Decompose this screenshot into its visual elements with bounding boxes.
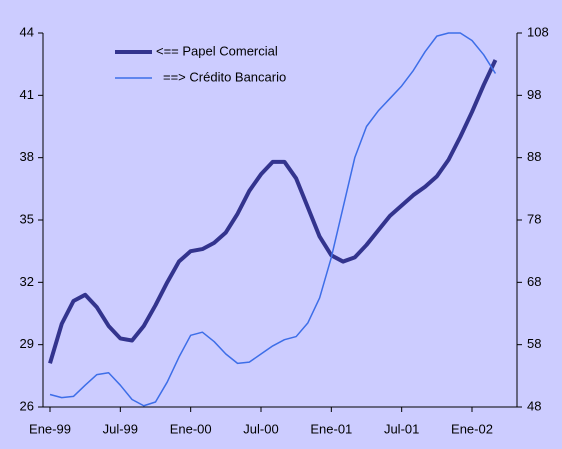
y2-tick-label: 108 <box>527 24 549 39</box>
y2-tick-label: 78 <box>527 211 541 226</box>
y-tick-label: 44 <box>20 24 34 39</box>
x-tick-label: Jul-01 <box>384 421 419 436</box>
series-line <box>49 32 497 407</box>
y-tick-label: 32 <box>20 274 34 289</box>
x-tick-label: Ene-01 <box>310 421 352 436</box>
y2-tick-label: 88 <box>527 149 541 164</box>
y2-tick-label: 68 <box>527 274 541 289</box>
y2-tick-label: 98 <box>527 87 541 102</box>
y2-tick-label: 58 <box>527 336 541 351</box>
legend-label: <== Papel Comercial <box>156 43 278 58</box>
x-tick-label: Ene-99 <box>29 421 71 436</box>
x-tick-label: Ene-02 <box>451 421 493 436</box>
legend-label: ==> Crédito Bancario <box>163 69 286 84</box>
series-line <box>48 59 498 364</box>
y-tick-label: 38 <box>20 149 34 164</box>
x-tick-label: Ene-00 <box>170 421 212 436</box>
y2-tick-label: 48 <box>527 398 541 413</box>
y-tick-label: 35 <box>20 211 34 226</box>
y-tick-label: 41 <box>20 87 34 102</box>
y-tick-label: 26 <box>20 398 34 413</box>
y-tick-label: 29 <box>20 336 34 351</box>
x-tick-label: Jul-99 <box>103 421 138 436</box>
x-tick-label: Jul-00 <box>243 421 278 436</box>
